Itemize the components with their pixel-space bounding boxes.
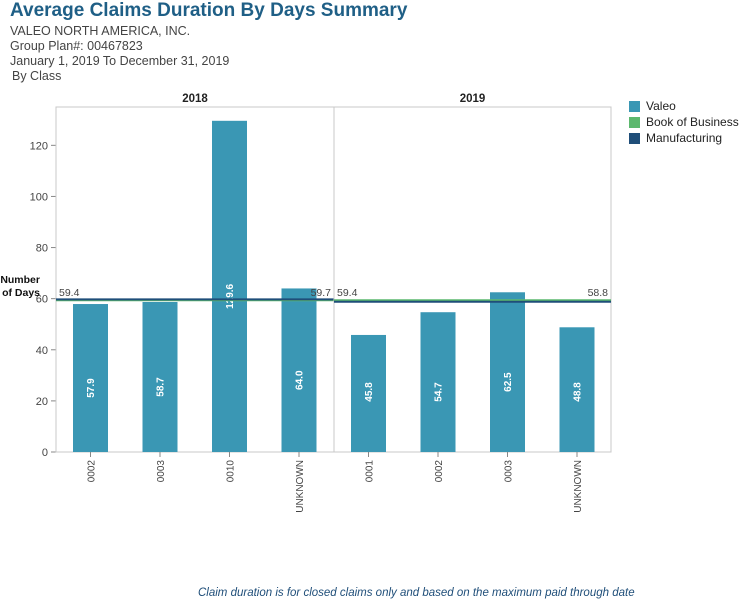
bar-2018-0003 (142, 301, 178, 452)
x-tick-label-2019-UNKNOWN: UNKNOWN (573, 460, 584, 513)
panel-frame-2019 (333, 106, 612, 453)
bar-2019-0001 (351, 334, 386, 452)
y-tick-label: 120 (30, 140, 48, 152)
bar-2019-0002 (420, 312, 456, 452)
legend-item-valeo: Valeo (629, 98, 739, 114)
y-tick-label: 0 (42, 447, 48, 459)
x-tick-label-2018-0010: 0010 (226, 460, 237, 483)
group-plan: Group Plan#: 00467823 (10, 39, 143, 53)
bar-2018-0010 (212, 120, 247, 453)
data-label-2018-0010: 129.6 (225, 283, 236, 308)
data-label-2019-UNKNOWN: 48.8 (573, 382, 584, 402)
legend-swatch-book-of-business (629, 116, 640, 128)
panel-title-2018: 2018 (182, 93, 208, 105)
bar-2018-0002 (73, 304, 108, 452)
x-tick-label-2018-0002: 0002 (87, 460, 98, 483)
y-tick-label: 80 (36, 243, 48, 255)
y-axis-label-line1: Number (0, 274, 40, 286)
legend-item-book-of-business: Book of Business (629, 114, 739, 130)
data-label-2019-0001: 45.8 (364, 382, 375, 402)
x-tick-label-2019-0002: 0002 (434, 460, 445, 483)
y-tick-label: 100 (30, 191, 48, 203)
x-tick-label-2018-0003: 0003 (156, 460, 167, 483)
data-label-2018-0003: 58.7 (156, 377, 167, 397)
ref-label-manufacturing-2019: 58.8 (588, 287, 609, 299)
grouping-label: By Class (12, 69, 62, 83)
y-tick-label: 20 (36, 396, 48, 408)
data-label-2018-UNKNOWN: 64.0 (295, 370, 306, 390)
legend-swatch-valeo (629, 100, 640, 112)
legend-swatch-manufacturing (629, 132, 640, 144)
x-tick-label-2018-UNKNOWN: UNKNOWN (295, 460, 306, 513)
data-label-2018-0002: 57.9 (86, 378, 97, 398)
x-tick-label-2019-0003: 0003 (504, 460, 515, 483)
company-name: VALEO NORTH AMERICA, INC. (10, 24, 191, 38)
y-tick-label: 40 (36, 345, 48, 357)
y-tick-label: 60 (36, 294, 48, 306)
ref-label-book-of-business-2018: 59.4 (59, 287, 80, 299)
date-range: January 1, 2019 To December 31, 2019 (10, 54, 230, 68)
bar-2018-UNKNOWN (281, 288, 317, 452)
ref-label-book-of-business-2019: 59.4 (337, 287, 358, 299)
data-label-2019-0002: 54.7 (434, 382, 445, 402)
legend-label-manufacturing: Manufacturing (646, 131, 723, 145)
legend: Valeo Book of Business Manufacturing (629, 98, 739, 146)
bar-2019-UNKNOWN (559, 327, 595, 452)
bar-2019-0003 (490, 292, 525, 452)
legend-label-book-of-business: Book of Business (646, 115, 739, 129)
footnote: Claim duration is for closed claims only… (198, 587, 635, 599)
panel-title-2019: 2019 (460, 93, 486, 105)
y-axis-label-line2: of Days (2, 287, 40, 299)
chart-title: Average Claims Duration By Days Summary (10, 0, 408, 21)
data-label-2019-0003: 62.5 (503, 372, 514, 392)
legend-item-manufacturing: Manufacturing (629, 130, 739, 146)
x-tick-label-2019-0001: 0001 (365, 460, 376, 483)
ref-label-manufacturing-2018: 59.7 (311, 287, 332, 299)
legend-label-valeo: Valeo (646, 99, 676, 113)
